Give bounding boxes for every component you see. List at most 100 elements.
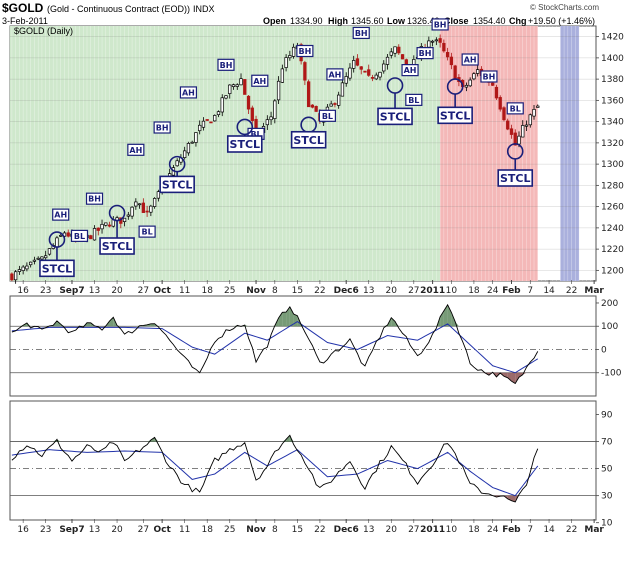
x-tick-label: 13: [89, 525, 100, 535]
y-tick-label: 1220: [601, 245, 624, 255]
x-tick-label: 11: [179, 525, 190, 535]
y-tick-label: 1420: [601, 33, 624, 43]
overbought-fill: [447, 304, 452, 327]
candle-body: [445, 52, 450, 58]
candle-body: [464, 84, 469, 88]
candle-body: [453, 65, 457, 80]
candle-body: [397, 46, 401, 54]
candle-body: [156, 191, 161, 199]
candle-body: [280, 68, 284, 83]
x-tick-label: 13: [89, 286, 100, 296]
x-tick-label: 27: [138, 286, 149, 296]
x-tick-label: 16: [17, 286, 29, 296]
candle-body: [32, 259, 37, 262]
candle-body: [468, 79, 472, 87]
annotation-label: AH: [182, 88, 195, 97]
blue-band: [560, 26, 580, 281]
annotation-tag: BL: [70, 229, 89, 242]
x-tick-label: Oct: [153, 525, 171, 535]
x-tick-label: Feb: [502, 286, 521, 296]
annotation-tag: BL: [318, 109, 337, 122]
y-tick-label: 1340: [601, 118, 624, 128]
x-tick-label: 23: [40, 525, 51, 535]
candle-body: [310, 104, 315, 108]
candle-body: [517, 135, 521, 145]
annotation-box: [431, 18, 449, 31]
low-value: 1326.40: [407, 16, 440, 26]
annotation-label: AH: [54, 211, 67, 220]
candle-body: [107, 224, 112, 227]
candle-body: [137, 203, 142, 206]
y-tick-label: 1380: [601, 75, 624, 85]
stcl-marker: STCL: [290, 116, 327, 149]
annotation-tag: BL: [506, 102, 524, 115]
x-tick-label: 15: [292, 525, 303, 535]
stcl-marker: STCL: [377, 77, 413, 126]
y-tick-label: -100: [601, 369, 622, 379]
annotation-tag: AH: [127, 143, 145, 156]
cci-panel: 200 100 0 -100: [9, 295, 622, 397]
candle-body: [47, 248, 52, 255]
candle-body: [29, 261, 33, 266]
x-tick-label: 10: [446, 286, 458, 296]
candle-body: [374, 74, 378, 80]
open-value: 1334.90: [290, 16, 323, 26]
candle-body: [314, 106, 318, 112]
candle-body: [333, 103, 337, 105]
x-tick-label: 25: [224, 525, 235, 535]
y-tick-label: 0: [601, 345, 607, 355]
x-tick-label: 20: [111, 286, 123, 296]
candle-body: [231, 84, 236, 87]
annotation-box: [461, 53, 479, 66]
y-tick-label: 200: [601, 299, 618, 309]
symbol-title: $GOLD: [2, 1, 44, 15]
candle-body: [216, 111, 221, 116]
annotation-box: [70, 229, 89, 242]
candle-body: [276, 80, 281, 101]
x-tick-label: Dec6: [334, 286, 359, 296]
overbought-fill: [87, 322, 91, 327]
stcl-box: [226, 135, 263, 153]
price-candles: [10, 34, 540, 284]
x-tick-label: Nov: [246, 286, 266, 296]
x-tick-label: 16: [17, 525, 29, 535]
close-value: 1354.40: [473, 16, 506, 26]
candle-body: [288, 55, 292, 59]
y-tick-label: 1260: [601, 203, 624, 213]
signal-line: [11, 449, 539, 497]
candle-body: [224, 95, 228, 99]
candle-body: [355, 58, 360, 66]
overbought-fill: [26, 322, 31, 327]
annotation-box: [405, 93, 423, 106]
annotation-tag: BH: [480, 70, 498, 83]
stcl-box: [290, 130, 327, 149]
x-tick-label: 11: [179, 286, 190, 296]
candle-body: [344, 76, 348, 84]
x-tick-label: 13: [363, 286, 374, 296]
candle-body: [104, 222, 108, 226]
candle-body: [476, 69, 480, 74]
x-tick-label: 24: [487, 286, 499, 296]
x-axis-bottom: 16 23 Sep7 13 20 27 Oct 11 18 25 Nov 8 15 22 Dec6 13 20 2…: [17, 519, 604, 535]
stcl-label: STCL: [42, 262, 73, 275]
x-tick-label: 18: [468, 286, 480, 296]
stcl-label: STCL: [500, 172, 531, 185]
annotation-label: BH: [419, 49, 432, 58]
overbought-fill: [391, 317, 396, 327]
candle-body: [434, 39, 439, 42]
candle-body: [393, 46, 397, 54]
stcl-box: [99, 237, 135, 255]
candle-body: [370, 77, 375, 79]
candle-body: [122, 217, 127, 222]
stcl-marker: STCL: [99, 204, 135, 255]
x-tick-label: Dec6: [334, 525, 359, 535]
annotation-label: AH: [404, 66, 417, 75]
candle-body: [40, 256, 44, 260]
high-label: High: [328, 16, 348, 26]
stcl-marker: STCL: [39, 231, 75, 278]
stcl-label: STCL: [380, 110, 411, 123]
annotation-box: [52, 208, 70, 221]
candle-body: [532, 109, 536, 117]
